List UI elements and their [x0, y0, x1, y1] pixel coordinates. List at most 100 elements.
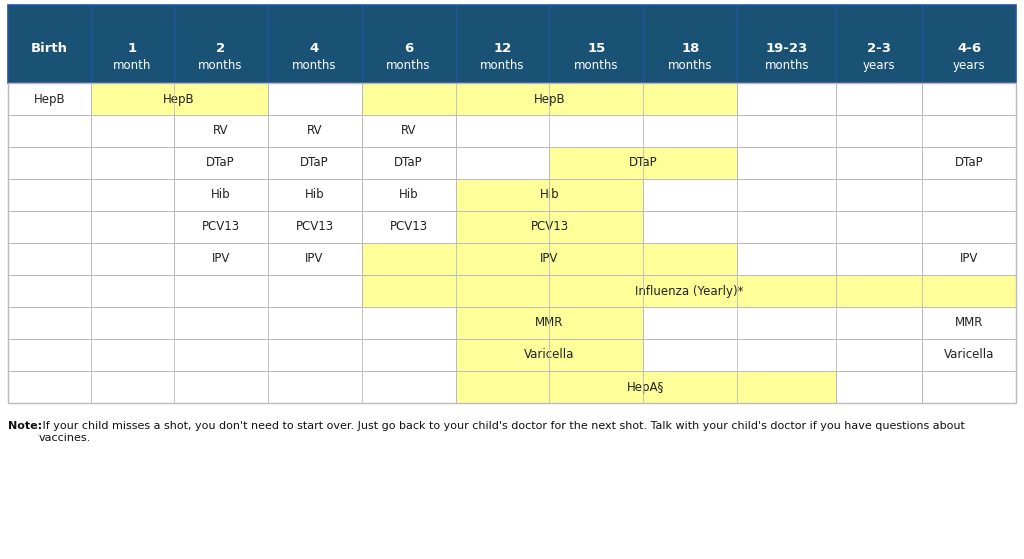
Text: DTaP: DTaP — [954, 157, 983, 169]
Text: 1: 1 — [128, 42, 137, 55]
Text: years: years — [862, 59, 895, 72]
Text: MMR: MMR — [954, 316, 983, 329]
Text: MMR: MMR — [536, 316, 563, 329]
Text: months: months — [764, 59, 809, 72]
Text: months: months — [480, 59, 524, 72]
Bar — [91, 83, 267, 115]
Text: months: months — [574, 59, 618, 72]
Bar — [836, 5, 922, 83]
Text: 6: 6 — [403, 42, 413, 55]
Text: Hib: Hib — [540, 188, 559, 201]
Text: Hib: Hib — [398, 188, 419, 201]
Bar — [267, 243, 361, 275]
Text: RV: RV — [400, 125, 417, 138]
Bar — [361, 5, 456, 83]
Bar — [456, 179, 643, 211]
Bar — [361, 147, 456, 179]
Bar — [550, 5, 643, 83]
Bar — [267, 115, 361, 147]
Bar — [267, 5, 361, 83]
Text: months: months — [669, 59, 713, 72]
Bar — [456, 371, 836, 403]
Bar — [456, 339, 643, 371]
Text: 18: 18 — [681, 42, 699, 55]
Bar — [91, 147, 174, 179]
Bar — [8, 5, 91, 83]
Text: 15: 15 — [588, 42, 605, 55]
Bar — [737, 243, 836, 275]
Bar — [643, 179, 1016, 211]
Text: Hib: Hib — [305, 188, 325, 201]
Text: 12: 12 — [494, 42, 512, 55]
Bar — [922, 83, 1016, 115]
Text: years: years — [952, 59, 985, 72]
Text: PCV13: PCV13 — [296, 220, 334, 234]
Text: Hib: Hib — [211, 188, 230, 201]
Text: HepB: HepB — [534, 92, 565, 106]
Bar — [361, 115, 456, 147]
Bar — [91, 5, 174, 83]
Text: Birth: Birth — [31, 42, 68, 55]
Text: months: months — [199, 59, 243, 72]
Bar — [174, 5, 267, 83]
Text: months: months — [386, 59, 431, 72]
Bar — [550, 147, 737, 179]
Text: Note:: Note: — [8, 421, 42, 431]
Text: 4-6: 4-6 — [957, 42, 981, 55]
Bar — [643, 211, 1016, 243]
Bar — [836, 371, 922, 403]
Bar — [643, 5, 737, 83]
Bar — [922, 339, 1016, 371]
Text: 19-23: 19-23 — [766, 42, 808, 55]
Text: PCV13: PCV13 — [530, 220, 568, 234]
Bar — [174, 179, 267, 211]
Text: HepB: HepB — [164, 92, 195, 106]
Bar — [8, 275, 361, 307]
Text: RV: RV — [307, 125, 323, 138]
Bar — [91, 115, 174, 147]
Bar — [174, 147, 267, 179]
Bar — [8, 5, 1016, 83]
Bar — [456, 115, 1016, 147]
Bar — [174, 243, 267, 275]
Bar — [836, 243, 922, 275]
Text: IPV: IPV — [211, 253, 229, 266]
Text: Influenza (Yearly)*: Influenza (Yearly)* — [635, 285, 743, 297]
Bar — [267, 83, 361, 115]
Bar — [91, 243, 174, 275]
Text: IPV: IPV — [959, 253, 978, 266]
Bar — [922, 371, 1016, 403]
Bar — [91, 211, 174, 243]
Bar — [8, 83, 1016, 403]
Bar — [922, 147, 1016, 179]
Bar — [361, 179, 456, 211]
Bar — [174, 115, 267, 147]
Bar — [8, 243, 91, 275]
Text: HepB: HepB — [34, 92, 66, 106]
Bar — [737, 5, 836, 83]
Text: Varicella: Varicella — [944, 348, 994, 362]
Bar — [8, 339, 456, 371]
Text: 2-3: 2-3 — [867, 42, 891, 55]
Text: PCV13: PCV13 — [202, 220, 240, 234]
Text: DTaP: DTaP — [206, 157, 234, 169]
Text: DTaP: DTaP — [300, 157, 329, 169]
Bar — [922, 243, 1016, 275]
Bar — [456, 147, 550, 179]
Bar — [361, 275, 1016, 307]
Bar — [267, 147, 361, 179]
Text: 2: 2 — [216, 42, 225, 55]
Bar — [643, 339, 922, 371]
Bar — [922, 307, 1016, 339]
Bar — [456, 307, 643, 339]
Bar — [8, 179, 91, 211]
Bar — [737, 147, 836, 179]
Bar — [8, 211, 91, 243]
Text: Varicella: Varicella — [524, 348, 574, 362]
Bar — [836, 147, 922, 179]
Text: 4: 4 — [310, 42, 319, 55]
Text: RV: RV — [213, 125, 228, 138]
Bar — [361, 83, 737, 115]
Bar — [361, 243, 737, 275]
Bar — [174, 211, 267, 243]
